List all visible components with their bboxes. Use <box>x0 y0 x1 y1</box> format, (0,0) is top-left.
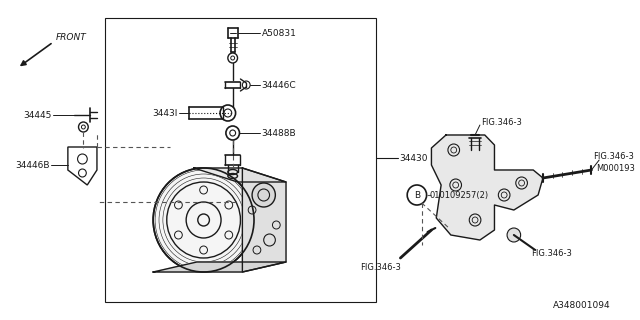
Text: M000193: M000193 <box>596 164 635 172</box>
Circle shape <box>153 168 254 272</box>
Text: 34445: 34445 <box>23 110 51 119</box>
Polygon shape <box>431 135 543 240</box>
Text: A50831: A50831 <box>262 28 297 37</box>
Text: B: B <box>414 190 420 199</box>
Circle shape <box>252 183 275 207</box>
Polygon shape <box>243 168 286 272</box>
Circle shape <box>507 228 520 242</box>
Text: 34488B: 34488B <box>262 129 296 138</box>
Text: A348001094: A348001094 <box>553 301 611 310</box>
Polygon shape <box>194 168 286 182</box>
Text: FRONT: FRONT <box>56 33 87 42</box>
Text: FIG.346-3: FIG.346-3 <box>481 117 522 126</box>
Text: 34446C: 34446C <box>262 81 296 90</box>
Bar <box>105 18 376 302</box>
Polygon shape <box>153 262 286 272</box>
Text: 010109257(2): 010109257(2) <box>429 190 488 199</box>
Text: FIG.346-3: FIG.346-3 <box>531 249 572 258</box>
Text: 3443I: 3443I <box>152 108 177 117</box>
Text: 34446B: 34446B <box>15 161 49 170</box>
Text: FIG.346-3: FIG.346-3 <box>360 263 401 273</box>
Text: 34430: 34430 <box>399 154 428 163</box>
Text: FIG.346-3: FIG.346-3 <box>593 151 634 161</box>
